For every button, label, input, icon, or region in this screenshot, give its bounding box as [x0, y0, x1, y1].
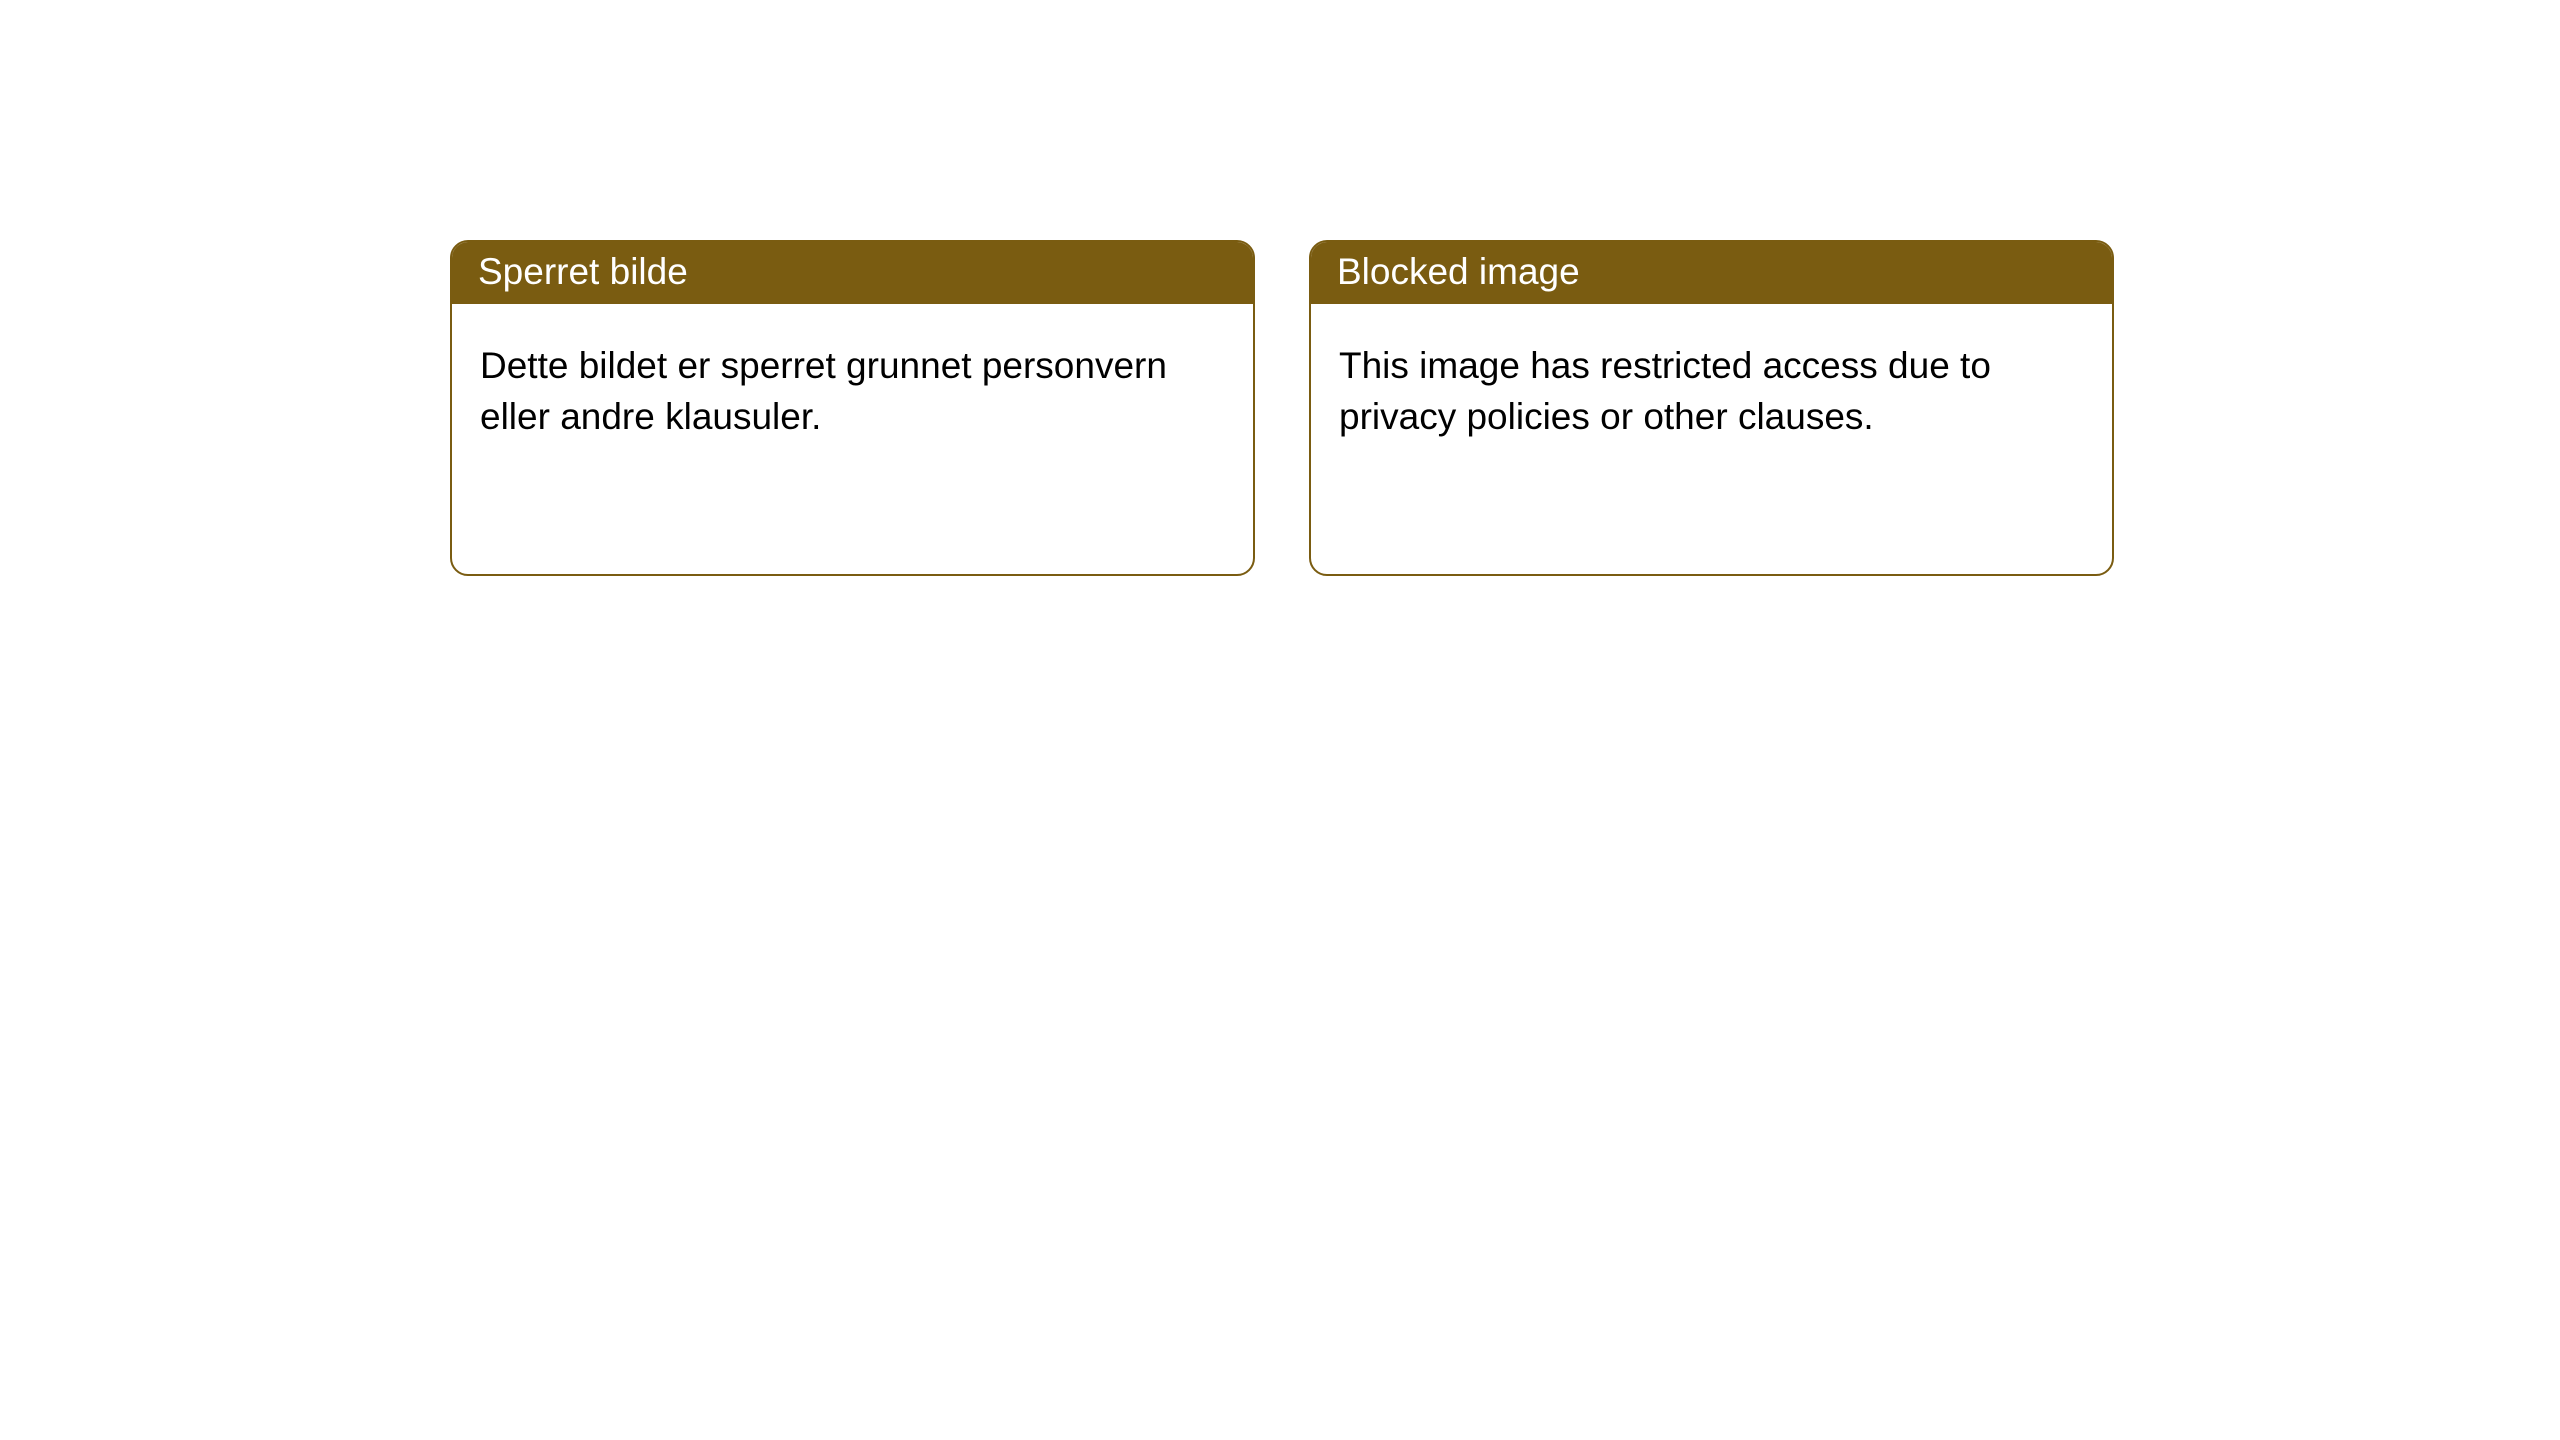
notice-card-no-body: Dette bildet er sperret grunnet personve…	[452, 304, 1253, 470]
notice-card-no: Sperret bilde Dette bildet er sperret gr…	[450, 240, 1255, 576]
notice-cards-container: Sperret bilde Dette bildet er sperret gr…	[0, 0, 2560, 576]
notice-card-en: Blocked image This image has restricted …	[1309, 240, 2114, 576]
notice-card-no-title: Sperret bilde	[452, 242, 1253, 304]
notice-card-en-title: Blocked image	[1311, 242, 2112, 304]
notice-card-en-body: This image has restricted access due to …	[1311, 304, 2112, 470]
